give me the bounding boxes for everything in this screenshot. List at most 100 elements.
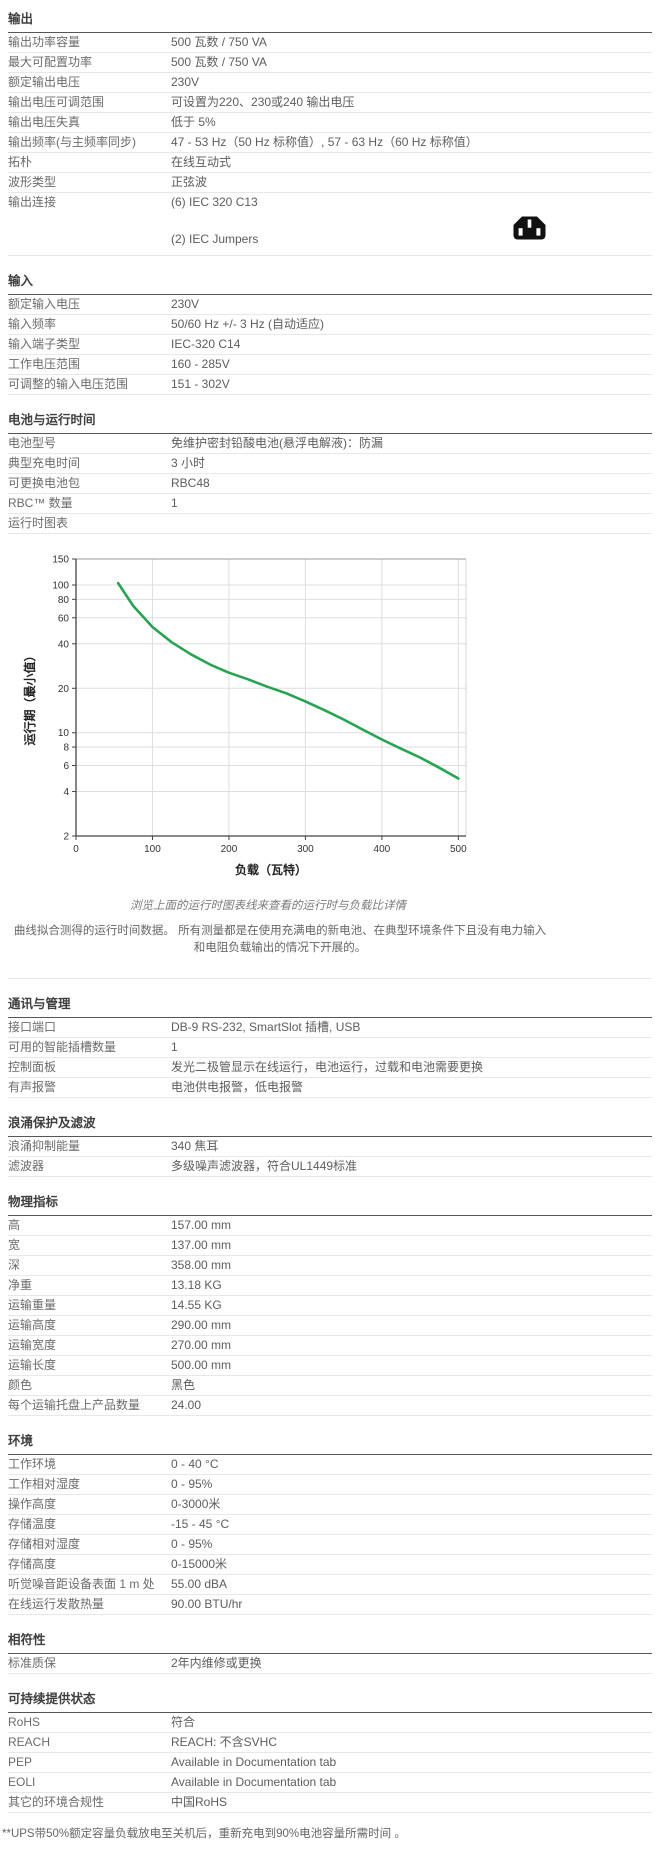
spec-value: RBC48 — [171, 476, 652, 491]
spec-value-line: 24.00 — [171, 1397, 202, 1412]
y-tick-label: 80 — [58, 595, 70, 606]
spec-label: 输出连接 — [8, 195, 57, 209]
spec-row: 运行时图表 — [8, 514, 652, 534]
spec-value: 中国RoHS — [171, 1795, 652, 1810]
spec-value: 黑色 — [171, 1378, 652, 1393]
spec-value-line: Available in Documentation tab — [171, 1774, 337, 1789]
spec-label: 额定输入电压 — [8, 297, 81, 311]
spec-label: 波形类型 — [8, 175, 57, 189]
spec-row: 净重 13.18 KG — [8, 1276, 652, 1296]
spec-value-line: 230V — [171, 75, 200, 89]
spec-value: 47 - 53 Hz（50 Hz 标称值）, 57 - 63 Hz（60 Hz … — [171, 135, 652, 150]
spec-row: 典型充电时间 3 小时 — [8, 454, 652, 474]
spec-value: DB-9 RS-232, SmartSlot 插槽, USB — [171, 1020, 652, 1035]
spec-row: 运输高度 290.00 mm — [8, 1316, 652, 1336]
section-conformance: 相符性 标准质保 2年内维修或更换 — [8, 1615, 652, 1674]
y-tick-label: 150 — [52, 555, 69, 566]
spec-label: 高 — [8, 1217, 21, 1232]
spec-row: 控制面板 发光二极管显示在线运行，电池运行，过载和电池需要更换 — [8, 1058, 652, 1078]
spec-value-line: -15 - 45 °C — [171, 1516, 230, 1531]
spec-value-line: 2年内维修或更换 — [171, 1655, 262, 1670]
runtime-chart-block: 0 100 200 300 400 500 150 100 80 60 40 20 10 8 6 4 2 负载（瓦… — [8, 534, 652, 891]
spec-value-line: 151 - 302V — [171, 377, 230, 391]
spec-label: 宽 — [8, 1237, 21, 1252]
section-title: 可持续提供状态 — [8, 1674, 652, 1713]
spec-value-line: Available in Documentation tab — [171, 1754, 337, 1769]
spec-value-line: 正弦波 — [171, 175, 208, 189]
spec-value-line: 0 - 95% — [171, 1536, 213, 1551]
spec-row: 颜色 黑色 — [8, 1376, 652, 1396]
runtime-chart: 0 100 200 300 400 500 150 100 80 60 40 20 10 8 6 4 2 负载（瓦… — [22, 555, 467, 878]
spec-row: 标准质保 2年内维修或更换 — [8, 1654, 652, 1674]
spec-value-line: DB-9 RS-232, SmartSlot 插槽, USB — [171, 1019, 361, 1034]
spec-row: 每个运输托盘上产品数量 24.00 — [8, 1396, 652, 1416]
spec-value: 1 — [171, 496, 652, 511]
spec-row: 高 157.00 mm — [8, 1216, 652, 1236]
spec-value: 0-15000米 — [171, 1557, 652, 1572]
spec-row: 可用的智能插槽数量 1 — [8, 1038, 652, 1058]
spec-label: 最大可配置功率 — [8, 55, 93, 69]
x-tick-label: 200 — [221, 844, 238, 855]
spec-value-line: 14.55 KG — [171, 1297, 222, 1312]
spec-row: RoHS 符合 — [8, 1713, 652, 1733]
spec-sections-bottom: 通讯与管理 接口端口 DB-9 RS-232, SmartSlot 插槽, USB 可… — [8, 979, 652, 1813]
spec-value-line: 290.00 mm — [171, 1317, 232, 1332]
spec-value-line: 340 焦耳 — [171, 1138, 219, 1153]
spec-value: 340 焦耳 — [171, 1139, 652, 1154]
spec-value: 230V — [171, 297, 652, 312]
spec-value: 160 - 285V — [171, 357, 652, 372]
spec-value-line: (2) IEC Jumpers — [171, 232, 259, 246]
spec-value: 3 小时 — [171, 456, 652, 471]
spec-value: REACH: 不含SVHC — [171, 1735, 652, 1750]
spec-label: 可调整的输入电压范围 — [8, 377, 129, 391]
spec-value-line: 0 - 40 °C — [171, 1456, 219, 1471]
spec-row: 在线运行发散热量 90.00 BTU/hr — [8, 1595, 652, 1615]
y-tick-label: 20 — [58, 684, 70, 695]
spec-value-line: RBC48 — [171, 476, 210, 490]
section-physical: 物理指标高 157.00 mm 宽 137.00 mm 深 358.00 mm 净重 13.1… — [8, 1177, 652, 1416]
section-title: 相符性 — [8, 1615, 652, 1654]
spec-value: 270.00 mm — [171, 1338, 652, 1353]
spec-row: 输入端子类型 IEC-320 C14 — [8, 335, 652, 355]
spec-sections-top: 输出 输出功率容量 500 瓦数 / 750 VA 最大可配置功率 500 瓦数 / 7… — [8, 4, 652, 534]
spec-label: 在线运行发散热量 — [8, 1596, 105, 1611]
spec-label: 工作电压范围 — [8, 357, 81, 371]
spec-row: 拓朴 在线互动式 — [8, 153, 652, 173]
spec-row: 工作环境 0 - 40 °C — [8, 1455, 652, 1475]
section-output: 输出 输出功率容量 500 瓦数 / 750 VA 最大可配置功率 500 瓦数 / 7… — [8, 4, 652, 256]
spec-value-line: 500 瓦数 / 750 VA — [171, 35, 267, 49]
spec-row: 存储高度 0-15000米 — [8, 1555, 652, 1575]
spec-label: 拓朴 — [8, 155, 33, 169]
section-surge-filtering: 浪涌保护及滤波 浪涌抑制能量 340 焦耳 滤波器 多级噪声滤波器，符合UL1449标准 — [8, 1098, 652, 1177]
spec-value: 500 瓦数 / 750 VA — [171, 35, 652, 50]
spec-value: 低于 5% — [171, 115, 652, 130]
section-sustainability: 可持续提供状态 RoHS 符合 REACH REACH: 不含SVHC PEP Availa… — [8, 1674, 652, 1813]
spec-value-line: 358.00 mm — [171, 1257, 232, 1272]
spec-label: 电池型号 — [8, 436, 57, 450]
runtime-chart-caption: 浏览上面的运行时图表线来查看的运行时与负载比详情 — [130, 900, 406, 912]
spec-label: 接口端口 — [8, 1019, 57, 1034]
y-axis-label: 运行期（最小值） — [22, 649, 37, 745]
spec-value-line: 低于 5% — [171, 115, 216, 129]
y-tick-label: 10 — [58, 728, 70, 739]
spec-label: 深 — [8, 1257, 21, 1272]
spec-label: 存储高度 — [8, 1556, 57, 1571]
spec-value-line: 可设置为220、230或240 输出电压 — [171, 95, 355, 109]
y-tick-label: 2 — [63, 832, 69, 843]
spec-label: 净重 — [8, 1277, 33, 1292]
section-title: 浪涌保护及滤波 — [8, 1098, 652, 1137]
spec-value-line: 500 瓦数 / 750 VA — [171, 55, 267, 69]
section-divider — [8, 977, 652, 979]
iec-c13-outlet-icon — [513, 216, 546, 240]
spec-value — [171, 516, 652, 531]
spec-label: RoHS — [8, 1714, 41, 1729]
spec-label: 工作环境 — [8, 1456, 57, 1471]
spec-label: 标准质保 — [8, 1655, 57, 1670]
spec-row: 输入频率 50/60 Hz +/- 3 Hz (自动适应) — [8, 315, 652, 335]
spec-row: 存储相对湿度 0 - 95% — [8, 1535, 652, 1555]
spec-value: (6) IEC 320 C13 (2) IEC Jumpers — [171, 195, 652, 247]
spec-value-line: 1 — [171, 496, 178, 510]
spec-value-line: 在线互动式 — [171, 155, 232, 169]
x-axis-label: 负载（瓦特） — [235, 862, 307, 877]
spec-row: 操作高度 0-3000米 — [8, 1495, 652, 1515]
